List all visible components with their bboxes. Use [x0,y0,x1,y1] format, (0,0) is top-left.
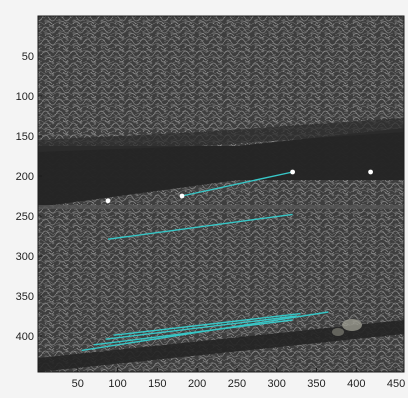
y-tick-label: 150 [16,131,34,143]
x-tick-label: 250 [228,378,246,390]
y-tick-label: 250 [16,211,34,223]
keypoint-4 [368,169,373,175]
y-tick-label: 200 [16,171,34,183]
y-tick-label: 350 [16,291,34,303]
match-lines [81,171,329,352]
match-line-4 [93,319,293,346]
y-tick-label: 50 [22,51,34,63]
match-line-5 [105,315,297,340]
x-axis: 50 100 150 200 250 300 350 400 450 [72,368,405,390]
x-tick-label: 50 [72,378,84,390]
x-tick-label: 150 [148,378,166,390]
y-tick-label: 300 [16,251,34,263]
y-axis: 50 100 150 200 250 300 350 400 [16,51,42,343]
y-tick-label: 400 [16,331,34,343]
keypoints [105,169,373,204]
x-tick-label: 450 [387,378,405,390]
keypoint-3 [290,169,296,175]
x-tick-label: 100 [108,378,126,390]
match-line-6 [113,312,301,336]
y-tick-label: 100 [16,91,34,103]
keypoint-1 [105,198,111,204]
match-line-1 [181,171,293,197]
x-tick-label: 200 [188,378,206,390]
x-tick-label: 300 [268,378,286,390]
x-tick-label: 350 [307,378,325,390]
keypoint-2 [179,193,185,199]
match-line-2 [107,213,293,240]
micrograph-image [38,16,404,372]
x-tick-label: 400 [347,378,365,390]
plot-frame [37,15,405,373]
